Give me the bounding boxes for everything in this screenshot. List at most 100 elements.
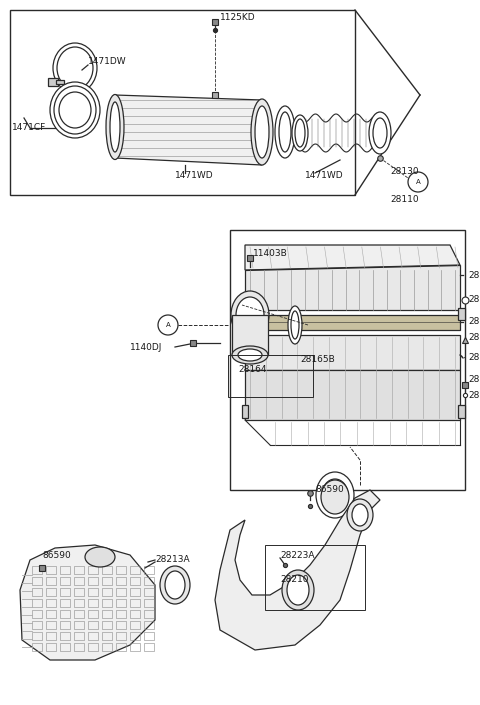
Ellipse shape [291, 311, 299, 339]
Bar [88, 588, 98, 596]
Polygon shape [245, 245, 460, 270]
Ellipse shape [85, 547, 115, 567]
Bar [46, 588, 56, 596]
Ellipse shape [236, 297, 264, 333]
Bar [130, 577, 140, 585]
Bar [116, 610, 126, 618]
Text: 1125KD: 1125KD [220, 13, 256, 23]
Ellipse shape [408, 172, 428, 192]
Polygon shape [458, 308, 465, 320]
Ellipse shape [53, 43, 97, 93]
Ellipse shape [50, 82, 100, 138]
Bar [46, 577, 56, 585]
Bar [116, 577, 126, 585]
Bar [32, 577, 42, 585]
Bar [88, 599, 98, 607]
Bar [102, 643, 112, 651]
Bar [144, 610, 154, 618]
Text: 86590: 86590 [42, 551, 71, 560]
Ellipse shape [231, 291, 269, 339]
Bar [102, 577, 112, 585]
Bar [60, 632, 70, 640]
Ellipse shape [373, 118, 387, 148]
Bar [46, 599, 56, 607]
Bar [88, 610, 98, 618]
Bar [116, 621, 126, 629]
Bar [88, 577, 98, 585]
Bar [32, 566, 42, 574]
Ellipse shape [279, 112, 291, 152]
Bar [32, 610, 42, 618]
Bar [46, 610, 56, 618]
Ellipse shape [347, 499, 373, 531]
Bar [102, 621, 112, 629]
Bar [74, 621, 84, 629]
Bar [130, 643, 140, 651]
Polygon shape [20, 545, 155, 660]
Bar [88, 643, 98, 651]
Text: 86590: 86590 [315, 484, 344, 493]
Ellipse shape [238, 349, 262, 361]
Text: 11403B: 11403B [253, 250, 288, 259]
Bar [32, 588, 42, 596]
Bar [60, 621, 70, 629]
Text: 1471CF: 1471CF [12, 123, 46, 133]
Bar [144, 643, 154, 651]
Bar [102, 599, 112, 607]
Bar [116, 566, 126, 574]
Bar [130, 599, 140, 607]
Bar [116, 643, 126, 651]
Bar [144, 588, 154, 596]
Ellipse shape [322, 479, 348, 511]
Bar [74, 599, 84, 607]
Ellipse shape [275, 106, 295, 158]
Bar [74, 610, 84, 618]
Text: 28130: 28130 [390, 168, 419, 176]
Bar [144, 577, 154, 585]
Bar [102, 566, 112, 574]
Bar [48, 78, 58, 86]
Polygon shape [245, 370, 460, 420]
Polygon shape [245, 265, 460, 310]
Bar [130, 621, 140, 629]
Bar [102, 632, 112, 640]
Text: 1140DJ: 1140DJ [130, 343, 162, 352]
Text: 28171K: 28171K [468, 333, 480, 343]
Text: 28174D: 28174D [468, 295, 480, 305]
Bar [116, 632, 126, 640]
Bar [144, 621, 154, 629]
Text: 28110: 28110 [390, 195, 419, 204]
Bar [144, 632, 154, 640]
Bar [102, 588, 112, 596]
Bar [130, 588, 140, 596]
Text: A: A [416, 179, 420, 185]
Text: 1471WD: 1471WD [305, 171, 344, 180]
Bar [144, 599, 154, 607]
Bar [74, 588, 84, 596]
Bar [10, 10, 355, 195]
Text: A: A [166, 322, 170, 328]
Bar [32, 643, 42, 651]
Bar [88, 566, 98, 574]
Bar [88, 621, 98, 629]
Bar [144, 566, 154, 574]
Bar [74, 566, 84, 574]
Bar [88, 632, 98, 640]
Bar [74, 577, 84, 585]
Bar [46, 566, 56, 574]
Ellipse shape [287, 575, 309, 605]
Bar [74, 632, 84, 640]
Text: 28161: 28161 [468, 391, 480, 400]
Text: 28165B: 28165B [300, 355, 335, 364]
Ellipse shape [54, 86, 96, 134]
Ellipse shape [282, 570, 314, 610]
Text: 28213A: 28213A [155, 556, 190, 565]
Text: 28223A: 28223A [280, 551, 314, 560]
Bar [130, 610, 140, 618]
Bar [130, 632, 140, 640]
Bar [228, 355, 313, 397]
Ellipse shape [106, 94, 124, 159]
Polygon shape [245, 315, 460, 330]
Bar [60, 566, 70, 574]
Text: 28210: 28210 [280, 575, 309, 584]
